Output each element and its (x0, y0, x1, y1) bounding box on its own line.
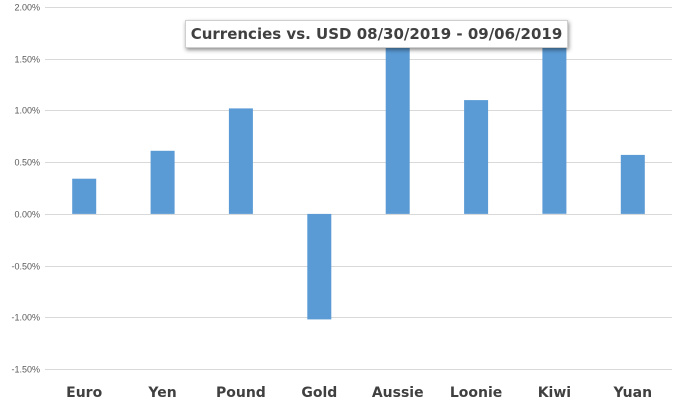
y-tick-label: 1.50% (14, 55, 40, 65)
y-tick-label: 1.00% (14, 106, 40, 116)
y-tick-label: -1.50% (11, 365, 40, 375)
y-tick-label: -0.50% (11, 262, 40, 272)
x-tick-label-aussie: Aussie (372, 385, 424, 401)
bars (72, 25, 645, 320)
y-tick-label: -1.00% (11, 313, 40, 323)
x-tick-label-kiwi: Kiwi (538, 385, 571, 401)
x-tick-label-pound: Pound (216, 385, 266, 401)
y-tick-label: 2.00% (14, 3, 40, 13)
chart-title: Currencies vs. USD 08/30/2019 - 09/06/20… (190, 25, 563, 43)
y-axis-tick-labels: 2.00% 1.50% 1.00% 0.50% 0.00% -0.50% -1.00% -1.… (11, 3, 40, 375)
bar-aussie (385, 36, 410, 214)
bar-yen (150, 150, 175, 214)
x-tick-label-yuan: Yuan (613, 385, 653, 401)
x-axis-category-labels: Euro Yen Pound Gold Aussie Loonie Kiwi Yuan (66, 385, 652, 401)
y-tick-label: 0.50% (14, 158, 40, 168)
bar-kiwi (542, 25, 567, 214)
x-tick-label-loonie: Loonie (450, 385, 502, 401)
gridlines (45, 7, 672, 370)
bar-loonie (464, 100, 489, 214)
y-tick-label: 0.00% (14, 210, 40, 220)
bar-pound (228, 108, 253, 214)
x-tick-label-yen: Yen (147, 385, 176, 401)
bar-euro (72, 178, 97, 214)
x-tick-label-gold: Gold (301, 385, 337, 401)
chart-title-box: Currencies vs. USD 08/30/2019 - 09/06/20… (185, 20, 568, 48)
x-tick-label-euro: Euro (66, 385, 102, 401)
bar-yuan (620, 154, 645, 214)
bar-gold (307, 213, 332, 320)
